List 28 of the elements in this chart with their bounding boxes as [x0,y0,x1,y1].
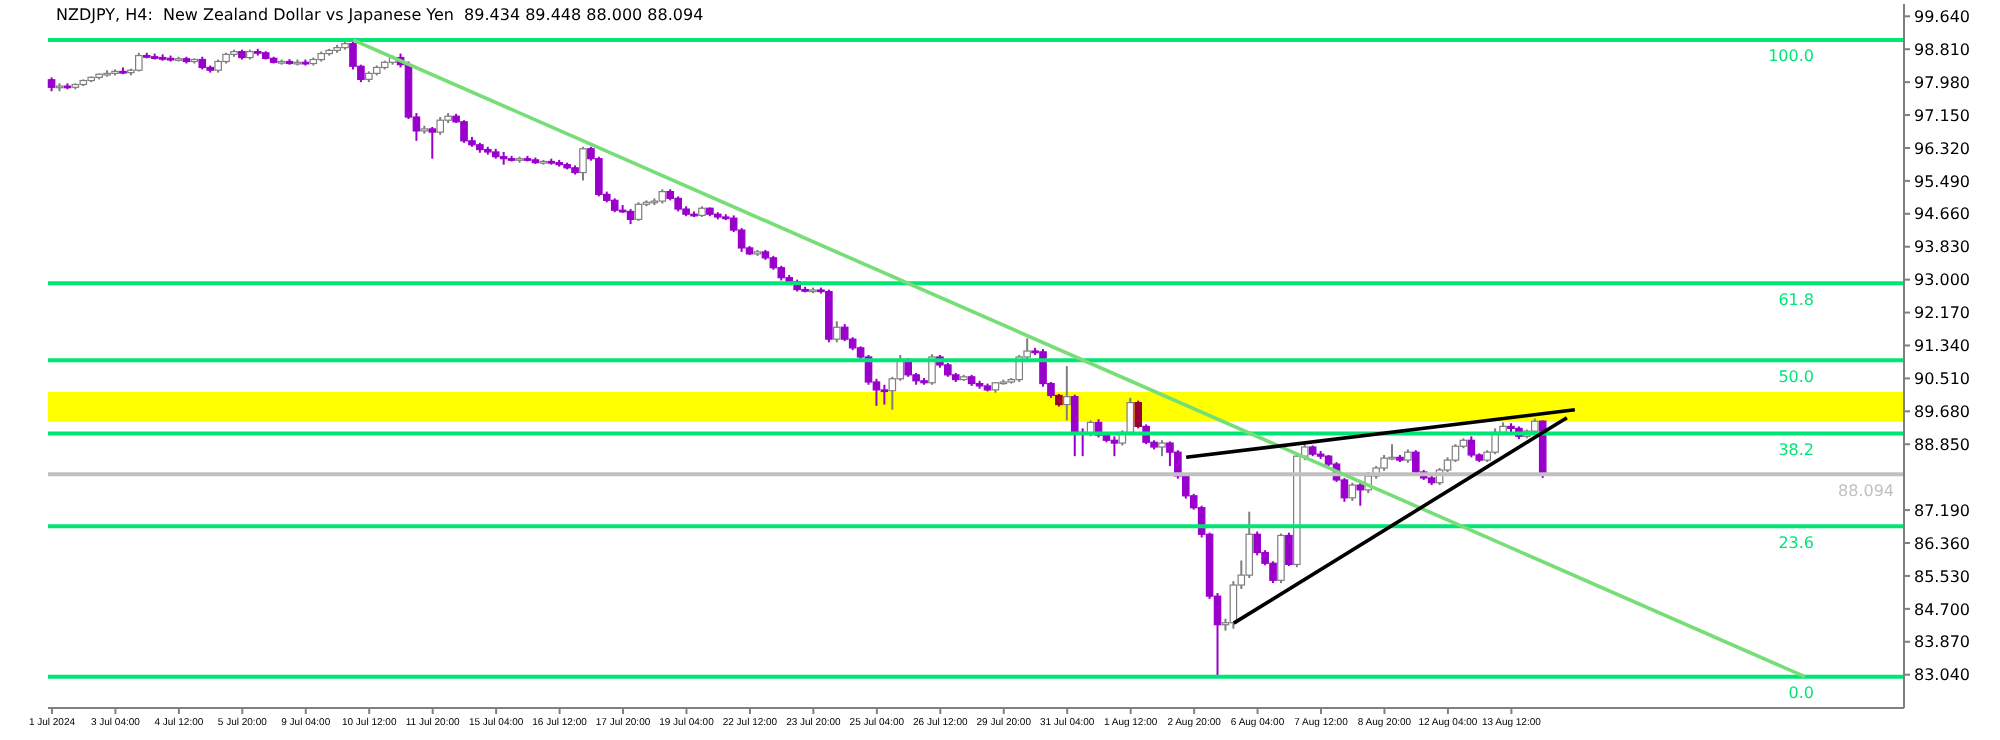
ref-line-label: 88.094 [1838,481,1894,500]
y-tick-label: 85.530 [1914,567,1970,586]
annotation: 50.0 [1778,367,1814,386]
y-tick-label: 92.170 [1914,304,1970,323]
y-tick-label: 99.640 [1914,7,1970,26]
annotation: 61.8 [1778,290,1814,309]
y-tick-label: 98.810 [1914,40,1970,59]
y-tick-label: 87.190 [1914,501,1970,520]
y-tick-label: 97.980 [1914,73,1970,92]
y-tick-label: 90.510 [1914,370,1970,389]
y-tick-label: 88.850 [1914,435,1970,454]
y-tick-label: 86.360 [1914,534,1970,553]
y-tick-label: 96.320 [1914,139,1970,158]
y-tick-label: 93.000 [1914,271,1970,290]
y-tick-label: 83.040 [1914,666,1970,685]
annotation: 38.2 [1778,440,1814,459]
y-tick-label: 84.700 [1914,600,1970,619]
y-tick-label: 91.340 [1914,337,1970,356]
annotation: 100.0 [1768,47,1814,66]
annotation: 23.6 [1778,533,1814,552]
y-tick-label: 93.830 [1914,238,1970,257]
y-tick-label: 95.490 [1914,172,1970,191]
y-tick-label: 94.660 [1914,205,1970,224]
chart-title: NZDJPY, H4: New Zealand Dollar vs Japanese Yen 89.434 89.448 88.000 88.094 [56,6,704,24]
y-tick-label: 83.870 [1914,633,1970,652]
y-tick-label: 97.150 [1914,106,1970,125]
annotation: 0.0 [1788,684,1814,703]
y-tick-label: 89.680 [1914,403,1970,422]
